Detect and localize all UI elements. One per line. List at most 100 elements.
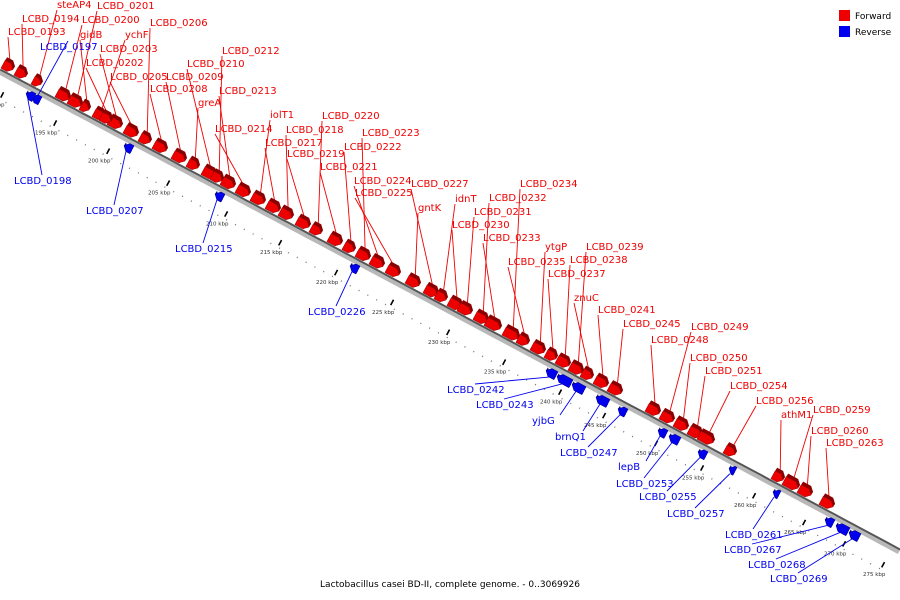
gene-arrow-lcbd-0245[interactable] — [606, 382, 622, 396]
gene-arrow-lcbd-0207[interactable] — [123, 143, 135, 155]
gene-label-lcbd-0268[interactable]: LCBD_0268 — [748, 560, 806, 571]
gene-arrow-lcbd-0243[interactable] — [556, 374, 574, 389]
gene-label-lcbd-0237[interactable]: LCBD_0237 — [548, 269, 606, 280]
gene-label-lcbd-0222[interactable]: LCBD_0222 — [344, 142, 402, 153]
gene-arrow-lcbd-0254[interactable] — [696, 430, 714, 445]
gene-label-lcbd-0200[interactable]: LCBD_0200 — [82, 15, 140, 26]
gene-arrow-lcbd-0241[interactable] — [592, 375, 608, 389]
gene-label-athm1[interactable]: athM1 — [781, 410, 812, 421]
gene-arrow-gidb[interactable] — [78, 101, 90, 113]
gene-label-lcbd-0225[interactable]: LCBD_0225 — [355, 188, 413, 199]
gene-arrow-grea[interactable] — [185, 158, 199, 170]
gene-arrow-lcbd-0263[interactable] — [818, 496, 834, 509]
gene-arrow-yjbg[interactable] — [571, 382, 587, 396]
gene-label-lcbd-0231[interactable]: LCBD_0231 — [474, 207, 532, 218]
gene-arrow-lcbd-0208[interactable] — [151, 140, 167, 153]
gene-label-lcbd-0209[interactable]: LCBD_0209 — [166, 72, 224, 83]
gene-arrow-lcbd-0212[interactable] — [209, 170, 223, 183]
gene-label-lcbd-0221[interactable]: LCBD_0221 — [320, 162, 378, 173]
gene-arrow-lcbd-0233[interactable] — [483, 317, 501, 331]
gene-arrow-lcbd-0201[interactable] — [66, 94, 82, 108]
gene-label-lcbd-0249[interactable]: LCBD_0249 — [691, 322, 749, 333]
gene-arrow-lcbd-0239[interactable] — [567, 361, 583, 375]
gene-label-lcbd-0217[interactable]: LCBD_0217 — [265, 138, 323, 149]
gene-arrow-lcbd-0269[interactable] — [848, 530, 862, 543]
gene-label-lcbd-0193[interactable]: LCBD_0193 — [8, 27, 66, 38]
gene-label-lcbd-0234[interactable]: LCBD_0234 — [520, 179, 578, 190]
gene-arrow-lcbd-0225[interactable] — [384, 264, 400, 278]
gene-arrow-lcbd-0194[interactable] — [13, 66, 27, 79]
gene-label-lcbd-0207[interactable]: LCBD_0207 — [86, 206, 144, 217]
gene-label-lcbd-0206[interactable]: LCBD_0206 — [150, 18, 208, 29]
gene-label-brnq1[interactable]: brnQ1 — [555, 432, 586, 443]
gene-label-lcbd-0235[interactable]: LCBD_0235 — [508, 257, 566, 268]
gene-arrow-lcbd-0242[interactable] — [545, 368, 559, 381]
gene-arrow-lcbd-0224[interactable] — [368, 255, 384, 269]
gene-arrow-lcbd-0259[interactable] — [781, 476, 799, 491]
gene-arrow-idnt[interactable] — [433, 290, 447, 303]
gene-arrow-lcbd-0219[interactable] — [294, 216, 310, 230]
gene-label-lcbd-0250[interactable]: LCBD_0250 — [690, 353, 748, 364]
gene-label-lcbd-0218[interactable]: LCBD_0218 — [286, 125, 344, 136]
gene-label-lcbd-0213[interactable]: LCBD_0213 — [219, 86, 277, 97]
gene-label-lcbd-0210[interactable]: LCBD_0210 — [187, 59, 245, 70]
gene-label-lcbd-0239[interactable]: LCBD_0239 — [586, 242, 644, 253]
gene-arrow-lcbd-0217[interactable] — [264, 200, 280, 214]
gene-label-lcbd-0247[interactable]: LCBD_0247 — [560, 448, 618, 459]
gene-label-lcbd-0227[interactable]: LCBD_0227 — [411, 179, 469, 190]
gene-arrow-lcbd-0223[interactable] — [354, 248, 370, 262]
gene-label-lcbd-0238[interactable]: LCBD_0238 — [570, 255, 628, 266]
gene-label-lcbd-0208[interactable]: LCBD_0208 — [150, 84, 208, 95]
gene-label-yjbg[interactable]: yjbG — [532, 416, 555, 427]
gene-arrow-lcbd-0232[interactable] — [472, 311, 488, 325]
gene-label-lcbd-0197[interactable]: LCBD_0197 — [40, 42, 98, 53]
gene-label-lcbd-0248[interactable]: LCBD_0248 — [651, 335, 709, 346]
gene-arrow-lcbd-0253[interactable] — [668, 434, 682, 446]
gene-arrow-lcbd-0247[interactable] — [617, 406, 629, 418]
gene-arrow-lcbd-0248[interactable] — [644, 403, 660, 416]
gene-arrow-lcbd-0249[interactable] — [658, 410, 674, 424]
gene-label-lcbd-0242[interactable]: LCBD_0242 — [447, 385, 505, 396]
gene-label-lcbd-0201[interactable]: LCBD_0201 — [97, 1, 155, 12]
gene-arrow-lcbd-0202[interactable] — [98, 111, 112, 124]
gene-arrow-athm1[interactable] — [770, 470, 784, 483]
gene-arrow-lcbd-0221[interactable] — [326, 233, 342, 247]
gene-label-lcbd-0255[interactable]: LCBD_0255 — [639, 492, 697, 503]
gene-arrow-lcbd-0214[interactable] — [234, 184, 250, 198]
gene-arrow-ytgp[interactable] — [529, 341, 545, 355]
gene-label-lcbd-0243[interactable]: LCBD_0243 — [476, 400, 534, 411]
gene-arrow-lcbd-0250[interactable] — [672, 418, 688, 431]
gene-arrow-lcbd-0260[interactable] — [796, 484, 812, 498]
gene-arrow-lcbd-0205[interactable] — [122, 124, 138, 138]
gene-arrow-lcbd-0234[interactable] — [501, 326, 519, 341]
gene-label-lcbd-0219[interactable]: LCBD_0219 — [287, 149, 345, 160]
gene-label-lcbd-0245[interactable]: LCBD_0245 — [623, 319, 681, 330]
gene-arrow-iolt1[interactable] — [249, 192, 265, 206]
gene-label-lcbd-0230[interactable]: LCBD_0230 — [452, 220, 510, 231]
gene-label-lcbd-0253[interactable]: LCBD_0253 — [616, 479, 674, 490]
gene-label-lcbd-0224[interactable]: LCBD_0224 — [354, 176, 412, 187]
gene-arrow-lcbd-0256[interactable] — [722, 444, 736, 457]
gene-label-znuc[interactable]: znuC — [574, 293, 599, 304]
gene-label-lcbd-0267[interactable]: LCBD_0267 — [724, 545, 782, 556]
gene-label-lcbd-0215[interactable]: LCBD_0215 — [175, 244, 233, 255]
gene-label-lcbd-0205[interactable]: LCBD_0205 — [110, 72, 168, 83]
gene-label-lcbd-0254[interactable]: LCBD_0254 — [730, 381, 788, 392]
gene-arrow-lcbd-0231[interactable] — [456, 302, 472, 316]
gene-arrow-lcbd-0206[interactable] — [137, 132, 151, 145]
gene-label-gidb[interactable]: gidB — [80, 30, 102, 41]
gene-arrow-lcbd-0213[interactable] — [219, 176, 235, 190]
gene-arrow-lcbd-0193[interactable] — [0, 59, 14, 72]
gene-label-lcbd-0241[interactable]: LCBD_0241 — [598, 305, 656, 316]
gene-arrow-lcbd-0255[interactable] — [697, 449, 709, 461]
gene-arrow-lcbd-0238[interactable] — [554, 354, 570, 368]
gene-arrow-lcbd-0218[interactable] — [277, 207, 293, 221]
gene-label-grea[interactable]: greA — [198, 98, 221, 109]
gene-label-lcbd-0223[interactable]: LCBD_0223 — [362, 128, 420, 139]
gene-label-lepb[interactable]: lepB — [618, 462, 640, 473]
gene-arrow-lcbd-0226[interactable] — [349, 263, 361, 275]
gene-label-lcbd-0198[interactable]: LCBD_0198 — [14, 176, 72, 187]
gene-arrow-lcbd-0220[interactable] — [308, 223, 322, 236]
gene-label-lcbd-0263[interactable]: LCBD_0263 — [826, 438, 884, 449]
gene-arrow-steap4[interactable] — [30, 75, 42, 87]
